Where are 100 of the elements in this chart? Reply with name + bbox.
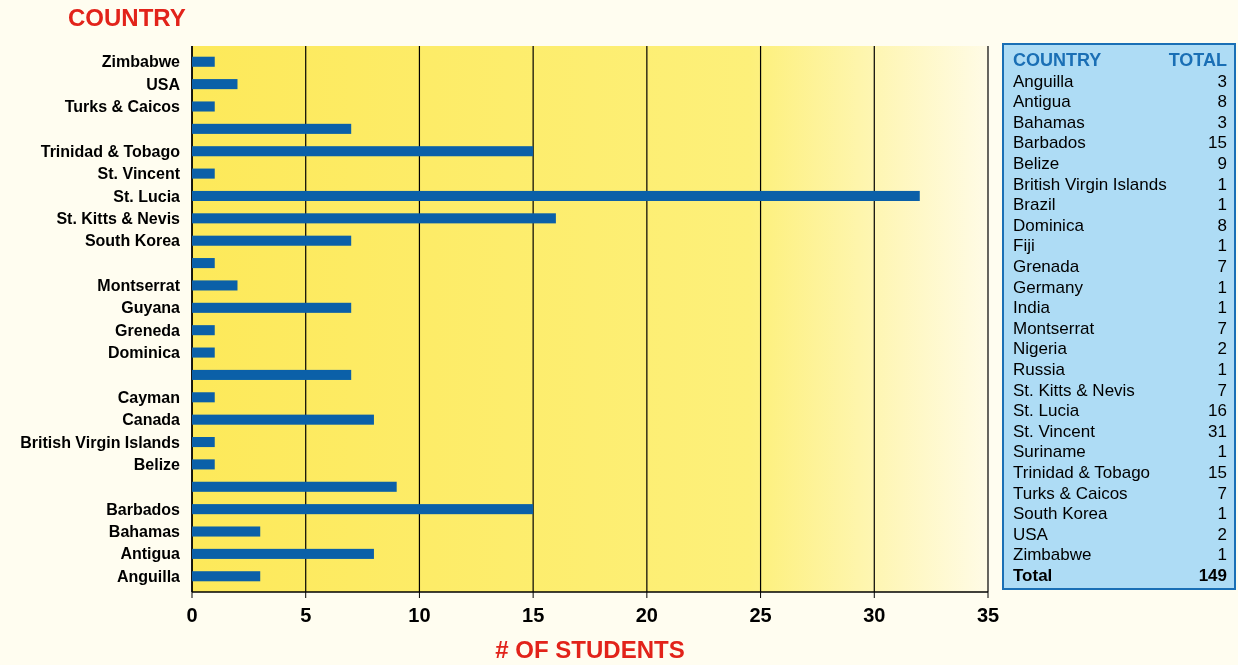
y-tick-label: Guyana	[121, 299, 181, 317]
data-label: 7	[1217, 483, 1227, 503]
data-label: 9	[1217, 154, 1227, 173]
category-label: USA	[1013, 524, 1049, 544]
x-tick-label: 35	[976, 604, 1000, 626]
bar	[192, 481, 397, 492]
x-tick-label: 25	[749, 604, 772, 626]
category-label: Trinidad & Tobago	[1013, 463, 1151, 482]
y-tick-label: Montserrat	[97, 277, 181, 295]
category-label: South Korea	[1013, 504, 1109, 524]
bar	[192, 213, 556, 224]
x-axis-title: # OF STUDENTS	[495, 636, 685, 663]
y-tick-label: St. Lucia	[113, 187, 181, 205]
y-tick-label: Greneda	[115, 321, 181, 339]
bar	[192, 437, 215, 448]
bar	[192, 168, 215, 179]
category-label: Anguilla	[1013, 71, 1075, 91]
data-label: 1	[1217, 298, 1227, 318]
bar	[192, 123, 352, 134]
data-label: 7	[1217, 257, 1227, 276]
text: TOTAL	[1168, 50, 1227, 70]
data-label: 15	[1208, 463, 1227, 482]
data-label: 1	[1217, 545, 1227, 565]
category-label: St. Kitts & Nevis	[1013, 380, 1135, 400]
text: 149	[1198, 566, 1227, 585]
category-label: Belize	[1013, 154, 1060, 173]
bar	[192, 79, 238, 90]
data-label: 15	[1208, 133, 1227, 153]
category-label: Brazil	[1013, 195, 1056, 215]
x-tick-label: 5	[300, 604, 312, 626]
category-label: Grenada	[1013, 257, 1080, 276]
y-tick-label: Cayman	[117, 388, 180, 406]
bar	[192, 280, 238, 291]
category-label: Dominica	[1013, 215, 1085, 235]
category-label: India	[1013, 298, 1051, 318]
x-tick-label: 15	[522, 604, 545, 626]
bar	[192, 369, 352, 380]
bar	[192, 258, 215, 269]
data-label: 1	[1217, 277, 1227, 297]
bar	[192, 392, 215, 403]
category-label: Barbados	[1013, 133, 1086, 153]
data-label: 16	[1208, 401, 1227, 421]
data-label: 1	[1217, 236, 1227, 256]
data-label: 31	[1208, 421, 1227, 441]
x-tick-label: 0	[186, 604, 198, 626]
category-label: Bahamas	[1013, 112, 1085, 132]
category-label: Antigua	[1013, 92, 1072, 112]
category-label: St. Vincent	[1013, 421, 1096, 441]
category-label: Germany	[1013, 277, 1084, 297]
bar	[192, 571, 261, 582]
data-label: 3	[1217, 71, 1227, 91]
category-label: Turks & Caicos	[1013, 483, 1128, 503]
data-label: 7	[1217, 380, 1227, 400]
y-tick-label: South Korea	[84, 232, 181, 250]
category-label: Fiji	[1013, 236, 1035, 256]
data-label: 3	[1217, 112, 1227, 132]
bar	[192, 459, 215, 470]
category-label: Zimbabwe	[1013, 545, 1092, 565]
y-axis-title: COUNTRY	[68, 4, 186, 31]
bar	[192, 190, 920, 201]
bar	[192, 548, 374, 559]
y-tick-label: Bahamas	[108, 523, 181, 541]
y-tick-label: Barbados	[106, 500, 181, 518]
data-label: 7	[1217, 318, 1227, 338]
data-label: 8	[1217, 92, 1227, 112]
x-tick-label: 20	[635, 604, 658, 626]
x-tick-label: 10	[408, 604, 431, 626]
y-tick-label: Anguilla	[116, 567, 181, 585]
bar	[192, 101, 215, 112]
category-label: St. Lucia	[1013, 401, 1080, 421]
bar	[192, 504, 534, 515]
bar	[192, 414, 374, 425]
data-label: 8	[1217, 215, 1227, 235]
category-label: Suriname	[1013, 442, 1086, 462]
category-label: Nigeria	[1013, 339, 1068, 359]
data-label: 2	[1217, 339, 1227, 359]
y-tick-label: Turks & Caicos	[64, 98, 181, 116]
data-label: 1	[1217, 360, 1227, 379]
bar	[192, 325, 215, 336]
y-tick-label: Dominica	[107, 344, 181, 362]
bar	[192, 526, 261, 537]
bar	[192, 146, 534, 157]
data-label: 1	[1217, 442, 1227, 462]
x-tick-label: 30	[863, 604, 886, 626]
text: Total	[1013, 566, 1053, 585]
data-label: 1	[1217, 195, 1227, 215]
category-label: British Virgin Islands	[1013, 174, 1167, 194]
y-tick-label: Zimbabwe	[101, 53, 181, 71]
y-tick-label: St. Kitts & Nevis	[56, 209, 181, 227]
y-tick-label: Belize	[133, 456, 181, 474]
data-label: 2	[1217, 524, 1227, 544]
category-label: Montserrat	[1013, 318, 1095, 338]
bar	[192, 347, 215, 358]
y-tick-label: Canada	[122, 411, 181, 429]
y-tick-label: USA	[146, 75, 181, 93]
bar	[192, 56, 215, 67]
category-label: Russia	[1013, 360, 1066, 379]
data-label: 1	[1217, 174, 1227, 194]
text: COUNTRY	[1013, 50, 1102, 70]
y-tick-label: British Virgin Islands	[20, 433, 181, 451]
